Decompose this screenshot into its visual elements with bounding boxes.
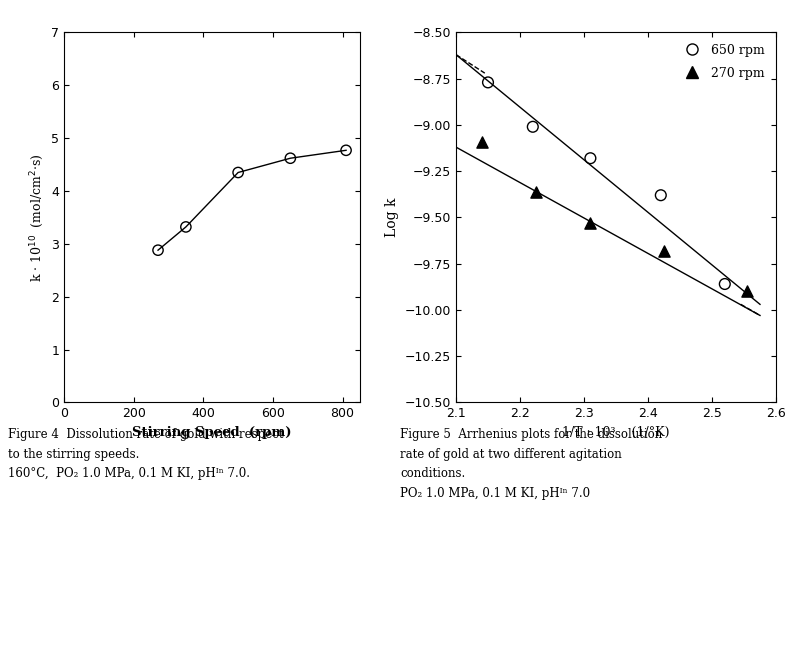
Y-axis label: k $\cdot$ 10$^{10}$  (mol/cm$^{2}$$\cdot$s): k $\cdot$ 10$^{10}$ (mol/cm$^{2}$$\cdot$…	[28, 153, 46, 282]
Point	[526, 121, 539, 132]
Point	[654, 190, 667, 201]
Point	[530, 186, 542, 197]
Y-axis label: Log k: Log k	[386, 198, 399, 237]
Text: rate of gold at two different agitation: rate of gold at two different agitation	[400, 448, 622, 461]
X-axis label: Stirring Speed  (rpm): Stirring Speed (rpm)	[132, 426, 292, 439]
Point	[232, 167, 245, 178]
Point	[741, 286, 754, 297]
Text: PO₂ 1.0 MPa, 0.1 M KI, pHᴵⁿ 7.0: PO₂ 1.0 MPa, 0.1 M KI, pHᴵⁿ 7.0	[400, 487, 590, 500]
Point	[482, 77, 494, 88]
Point	[718, 279, 731, 289]
Point	[340, 145, 353, 156]
Point	[179, 222, 192, 232]
Point	[152, 245, 165, 255]
Text: Figure 4  Dissolution rate of gold with respect: Figure 4 Dissolution rate of gold with r…	[8, 428, 283, 441]
Point	[584, 153, 597, 164]
X-axis label: 1/T · 10³    (1/°K): 1/T · 10³ (1/°K)	[562, 426, 670, 439]
Text: Figure 5  Arrhenius plots for the dissolution: Figure 5 Arrhenius plots for the dissolu…	[400, 428, 662, 441]
Point	[475, 136, 488, 147]
Legend: 650 rpm, 270 rpm: 650 rpm, 270 rpm	[674, 39, 770, 85]
Point	[584, 218, 597, 228]
Text: 160°C,  PO₂ 1.0 MPa, 0.1 M KI, pHᴵⁿ 7.0.: 160°C, PO₂ 1.0 MPa, 0.1 M KI, pHᴵⁿ 7.0.	[8, 467, 250, 480]
Text: conditions.: conditions.	[400, 467, 466, 480]
Point	[284, 153, 297, 164]
Text: to the stirring speeds.: to the stirring speeds.	[8, 448, 139, 461]
Point	[658, 245, 670, 256]
